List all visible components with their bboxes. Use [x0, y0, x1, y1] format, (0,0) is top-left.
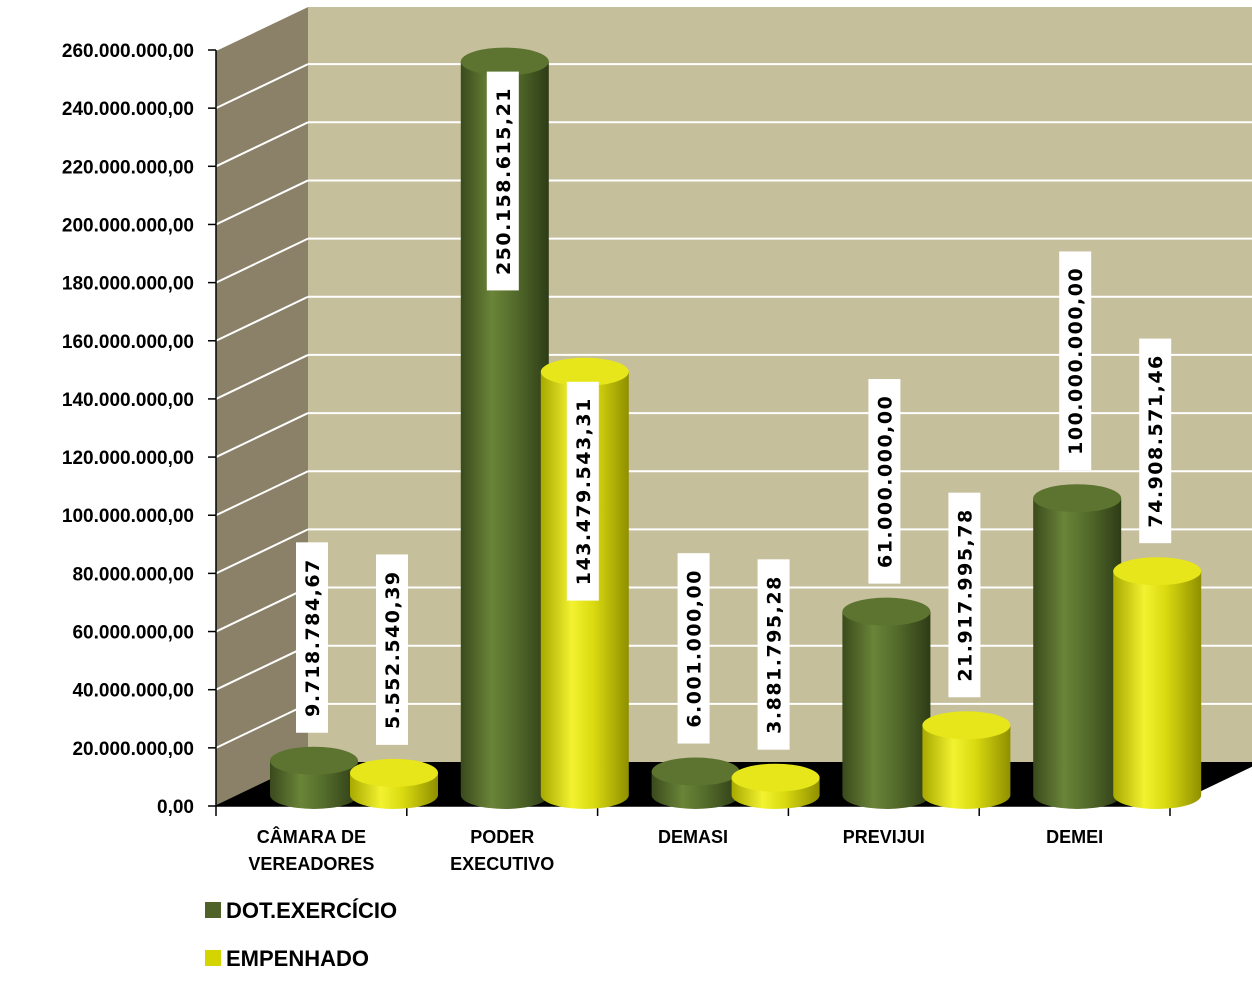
data-label-box — [376, 554, 408, 745]
bar-top — [350, 758, 438, 787]
y-tick-label: 240.000.000,00 — [62, 99, 194, 120]
y-tick-label: 260.000.000,00 — [62, 41, 194, 62]
bar-body — [1113, 571, 1202, 810]
data-label: 21.917.995,78 — [948, 492, 981, 698]
y-tick-label: 200.000.000,00 — [62, 215, 194, 236]
bar-empenhado — [1113, 557, 1202, 810]
side-wall — [216, 6, 308, 806]
x-category-label: DEMEI — [1046, 827, 1103, 847]
bar-empenhado — [922, 711, 1011, 810]
data-label: 3.881.795,28 — [757, 559, 790, 750]
gridline-side — [215, 470, 309, 517]
data-label-text: 74.908.571,46 — [1145, 354, 1167, 527]
data-label-text: 6.001.000,00 — [684, 569, 706, 728]
data-label: 100.000.000,00 — [1059, 251, 1092, 471]
bar-empenhado — [350, 758, 438, 809]
bar-top — [270, 746, 358, 775]
bar-body — [1033, 498, 1122, 810]
data-label: 74.908.571,46 — [1139, 338, 1172, 544]
bar-body — [922, 725, 1011, 810]
gridline-side — [215, 237, 309, 284]
bar-top — [1033, 484, 1122, 513]
data-label-text: 9.718.784,67 — [302, 558, 324, 717]
legend-label: DOT.EXERCÍCIO — [226, 898, 397, 923]
bar-top — [842, 597, 931, 626]
data-label-box — [1139, 338, 1172, 544]
data-label-text: 3.881.795,28 — [764, 575, 786, 734]
data-label-text: 21.917.995,78 — [954, 508, 976, 681]
data-label-text: 100.000.000,00 — [1065, 267, 1087, 455]
data-label-box — [486, 71, 519, 291]
data-label-text: 143.479.543,31 — [573, 397, 595, 585]
bar-top — [651, 757, 740, 786]
data-label: 250.158.615,21 — [486, 71, 519, 291]
data-label-box — [566, 381, 599, 601]
y-tick-label: 120.000.000,00 — [62, 448, 194, 469]
bar-dot-exercicio — [270, 746, 358, 809]
bar-top — [1113, 557, 1202, 586]
bar-empenhado — [731, 763, 820, 810]
y-tick-label: 100.000.000,00 — [62, 506, 194, 527]
data-label-box — [1059, 251, 1092, 471]
bar-dot-exercicio — [842, 597, 931, 810]
x-category-label: VEREADORES — [248, 854, 374, 874]
bar-dot-exercicio — [1033, 484, 1122, 810]
axes: 0,00 20.000.000,00 40.000.000,00 60.000.000… — [62, 41, 1171, 874]
bar-body — [460, 61, 549, 810]
gridline-side — [215, 528, 309, 575]
x-category-label: DEMASI — [658, 827, 728, 847]
x-category-label: PREVIJUI — [843, 827, 925, 847]
data-label: 9.718.784,67 — [296, 542, 328, 733]
bar-top — [922, 711, 1011, 740]
legend-label: EMPENHADO — [226, 946, 369, 971]
legend-swatch — [205, 950, 221, 966]
gridline-side — [215, 586, 309, 633]
x-category-label: PODER — [470, 827, 534, 847]
y-tick-label: 0,00 — [157, 797, 194, 818]
gridline-side — [215, 644, 309, 691]
data-label-box — [677, 553, 710, 744]
data-label-box — [868, 379, 901, 584]
data-label: 6.001.000,00 — [677, 553, 710, 744]
gridline-side — [215, 179, 309, 226]
gridline-side — [215, 412, 309, 458]
gridline-side — [215, 702, 309, 749]
x-category-label: CÂMARA DE — [257, 826, 366, 847]
y-tick-label: 220.000.000,00 — [62, 157, 194, 178]
y-tick-label: 60.000.000,00 — [72, 623, 194, 644]
data-label-text: 61.000.000,00 — [874, 395, 896, 568]
gridline-side — [215, 121, 309, 168]
bar-dot-exercicio — [460, 47, 549, 810]
y-tick-label: 80.000.000,00 — [72, 564, 194, 585]
y-tick-label: 180.000.000,00 — [62, 274, 194, 295]
y-tick-label: 20.000.000,00 — [72, 739, 194, 760]
data-label-box — [296, 542, 328, 733]
gridline-side — [215, 295, 309, 342]
data-label-box — [757, 559, 790, 750]
gridline-side — [215, 63, 309, 110]
gridline-side — [215, 5, 309, 51]
data-label: 61.000.000,00 — [868, 379, 901, 584]
gridline-side — [215, 354, 309, 400]
bar-body — [842, 611, 931, 810]
data-label: 5.552.540,39 — [376, 554, 408, 745]
bar-top — [540, 357, 629, 386]
bar-top — [460, 47, 549, 76]
legend-swatch — [205, 902, 221, 918]
legend: DOT.EXERCÍCIO EMPENHADO — [205, 898, 397, 971]
bar-dot-exercicio — [651, 757, 740, 810]
y-tick-label: 160.000.000,00 — [62, 332, 194, 353]
data-label-text: 5.552.540,39 — [382, 570, 404, 729]
x-category-label: EXECUTIVO — [450, 854, 554, 874]
data-label-text: 250.158.615,21 — [493, 87, 515, 275]
y-tick-label: 40.000.000,00 — [72, 681, 194, 702]
data-label: 143.479.543,31 — [566, 381, 599, 601]
bars — [270, 47, 1202, 810]
data-label-box — [948, 492, 981, 698]
data-labels: 9.718.784,67 250.158.615,21 6.001.000,00 61… — [296, 71, 1172, 750]
bar-top — [731, 763, 820, 792]
y-tick-label: 140.000.000,00 — [62, 390, 194, 411]
